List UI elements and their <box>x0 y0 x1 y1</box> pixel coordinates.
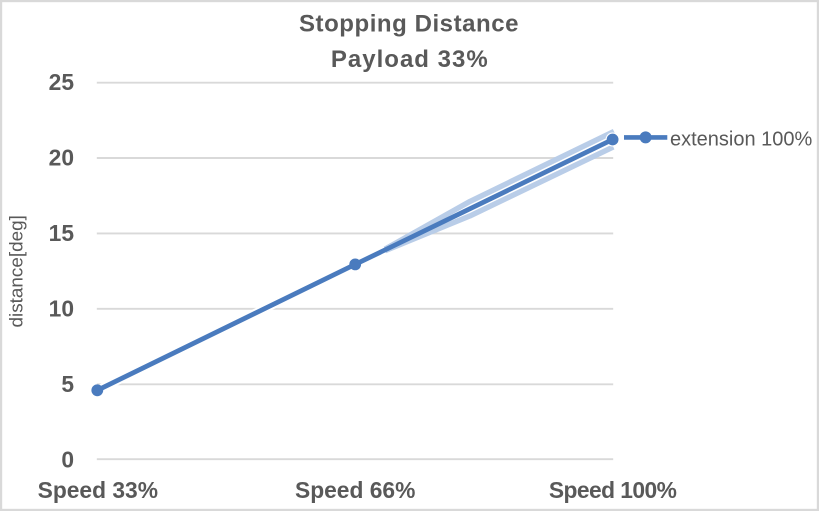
svg-text:15: 15 <box>49 220 75 246</box>
svg-text:0: 0 <box>61 447 74 473</box>
svg-text:extension 100%: extension 100% <box>670 129 813 151</box>
svg-text:25: 25 <box>49 69 75 95</box>
svg-text:5: 5 <box>61 371 74 397</box>
svg-text:Stopping Distance: Stopping Distance <box>299 11 519 38</box>
svg-text:distance[deg]: distance[deg] <box>7 215 28 327</box>
svg-text:20: 20 <box>49 145 74 171</box>
svg-text:Speed 66%: Speed 66% <box>295 477 415 503</box>
svg-text:Speed 33%: Speed 33% <box>38 477 158 503</box>
svg-text:Speed 100%: Speed 100% <box>549 477 677 503</box>
svg-text:Payload 33%: Payload 33% <box>331 46 489 73</box>
svg-text:10: 10 <box>49 296 74 322</box>
